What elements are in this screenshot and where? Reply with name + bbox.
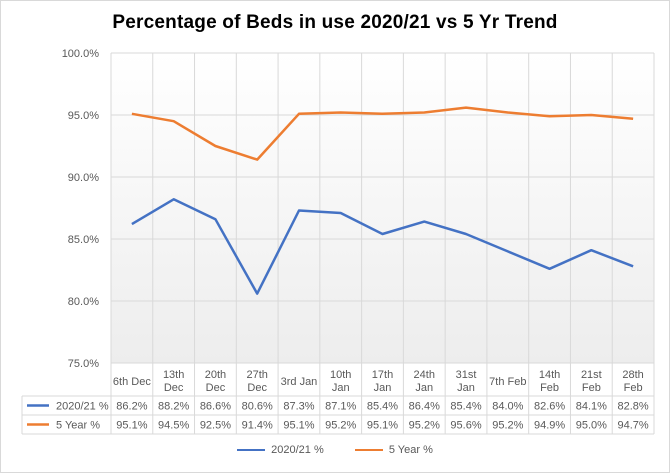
table-cell-value: 88.2% bbox=[158, 401, 189, 413]
x-category-label: 17th bbox=[372, 369, 393, 381]
table-cell-value: 91.4% bbox=[242, 420, 273, 432]
x-category-label: Jan bbox=[415, 382, 433, 394]
table-cell-value: 82.8% bbox=[618, 401, 649, 413]
legend-item-series2: 5 Year % bbox=[354, 444, 433, 456]
table-cell-value: 85.4% bbox=[367, 401, 398, 413]
legend: 2020/21 % 5 Year % bbox=[0, 444, 670, 456]
table-cell-value: 95.2% bbox=[492, 420, 523, 432]
x-category-label: 10th bbox=[330, 369, 351, 381]
x-category-label: Feb bbox=[582, 382, 601, 394]
x-category-label: 6th Dec bbox=[113, 376, 151, 388]
table-cell-value: 95.6% bbox=[450, 420, 481, 432]
y-tick-label: 85.0% bbox=[68, 234, 99, 246]
table-cell-value: 80.6% bbox=[242, 401, 273, 413]
table-cell-value: 94.9% bbox=[534, 420, 565, 432]
table-row-label: 5 Year % bbox=[56, 420, 100, 432]
table-cell-value: 95.0% bbox=[576, 420, 607, 432]
table-cell-value: 86.6% bbox=[200, 401, 231, 413]
table-cell-value: 92.5% bbox=[200, 420, 231, 432]
table-cell-value: 94.7% bbox=[618, 420, 649, 432]
table-cell-value: 95.2% bbox=[325, 420, 356, 432]
table-cell-value: 95.1% bbox=[367, 420, 398, 432]
table-cell-value: 84.1% bbox=[576, 401, 607, 413]
x-category-label: 31st bbox=[456, 369, 477, 381]
x-category-label: Jan bbox=[332, 382, 350, 394]
legend-label-series2: 5 Year % bbox=[388, 444, 433, 456]
x-category-label: 13th bbox=[163, 369, 184, 381]
x-category-label: 24th bbox=[414, 369, 435, 381]
legend-label-series1: 2020/21 % bbox=[271, 444, 324, 456]
y-tick-label: 80.0% bbox=[68, 296, 99, 308]
chart-title: Percentage of Beds in use 2020/21 vs 5 Y… bbox=[112, 12, 558, 33]
x-category-label: 27th bbox=[246, 369, 267, 381]
table-cell-value: 87.1% bbox=[325, 401, 356, 413]
y-tick-label: 75.0% bbox=[68, 358, 99, 370]
table-row-label: 2020/21 % bbox=[56, 401, 109, 413]
x-category-label: Feb bbox=[624, 382, 643, 394]
y-tick-label: 95.0% bbox=[68, 110, 99, 122]
y-tick-label: 100.0% bbox=[62, 48, 100, 60]
x-category-label: 21st bbox=[581, 369, 602, 381]
legend-swatch-series2 bbox=[354, 449, 383, 452]
x-category-label: Dec bbox=[164, 382, 184, 394]
y-tick-label: 90.0% bbox=[68, 172, 99, 184]
x-category-label: 14th bbox=[539, 369, 560, 381]
table-cell-value: 94.5% bbox=[158, 420, 189, 432]
plot-area bbox=[111, 53, 654, 363]
table-cell-value: 95.1% bbox=[116, 420, 147, 432]
x-category-label: 3rd Jan bbox=[281, 376, 318, 388]
x-category-label: Dec bbox=[206, 382, 226, 394]
x-category-label: Jan bbox=[457, 382, 475, 394]
x-category-label: Jan bbox=[374, 382, 392, 394]
table-cell-value: 95.1% bbox=[283, 420, 314, 432]
table-cell-value: 87.3% bbox=[283, 401, 314, 413]
table-cell-value: 85.4% bbox=[450, 401, 481, 413]
table-cell-value: 95.2% bbox=[409, 420, 440, 432]
table-cell-value: 86.2% bbox=[116, 401, 147, 413]
x-category-label: Dec bbox=[247, 382, 267, 394]
table-cell-value: 84.0% bbox=[492, 401, 523, 413]
table-cell-value: 86.4% bbox=[409, 401, 440, 413]
x-category-label: 7th Feb bbox=[489, 376, 526, 388]
x-category-label: 20th bbox=[205, 369, 226, 381]
legend-swatch-series1 bbox=[237, 449, 266, 452]
x-category-label: 28th bbox=[622, 369, 643, 381]
table-cell-value: 82.6% bbox=[534, 401, 565, 413]
x-category-label: Feb bbox=[540, 382, 559, 394]
legend-item-series1: 2020/21 % bbox=[237, 444, 324, 456]
